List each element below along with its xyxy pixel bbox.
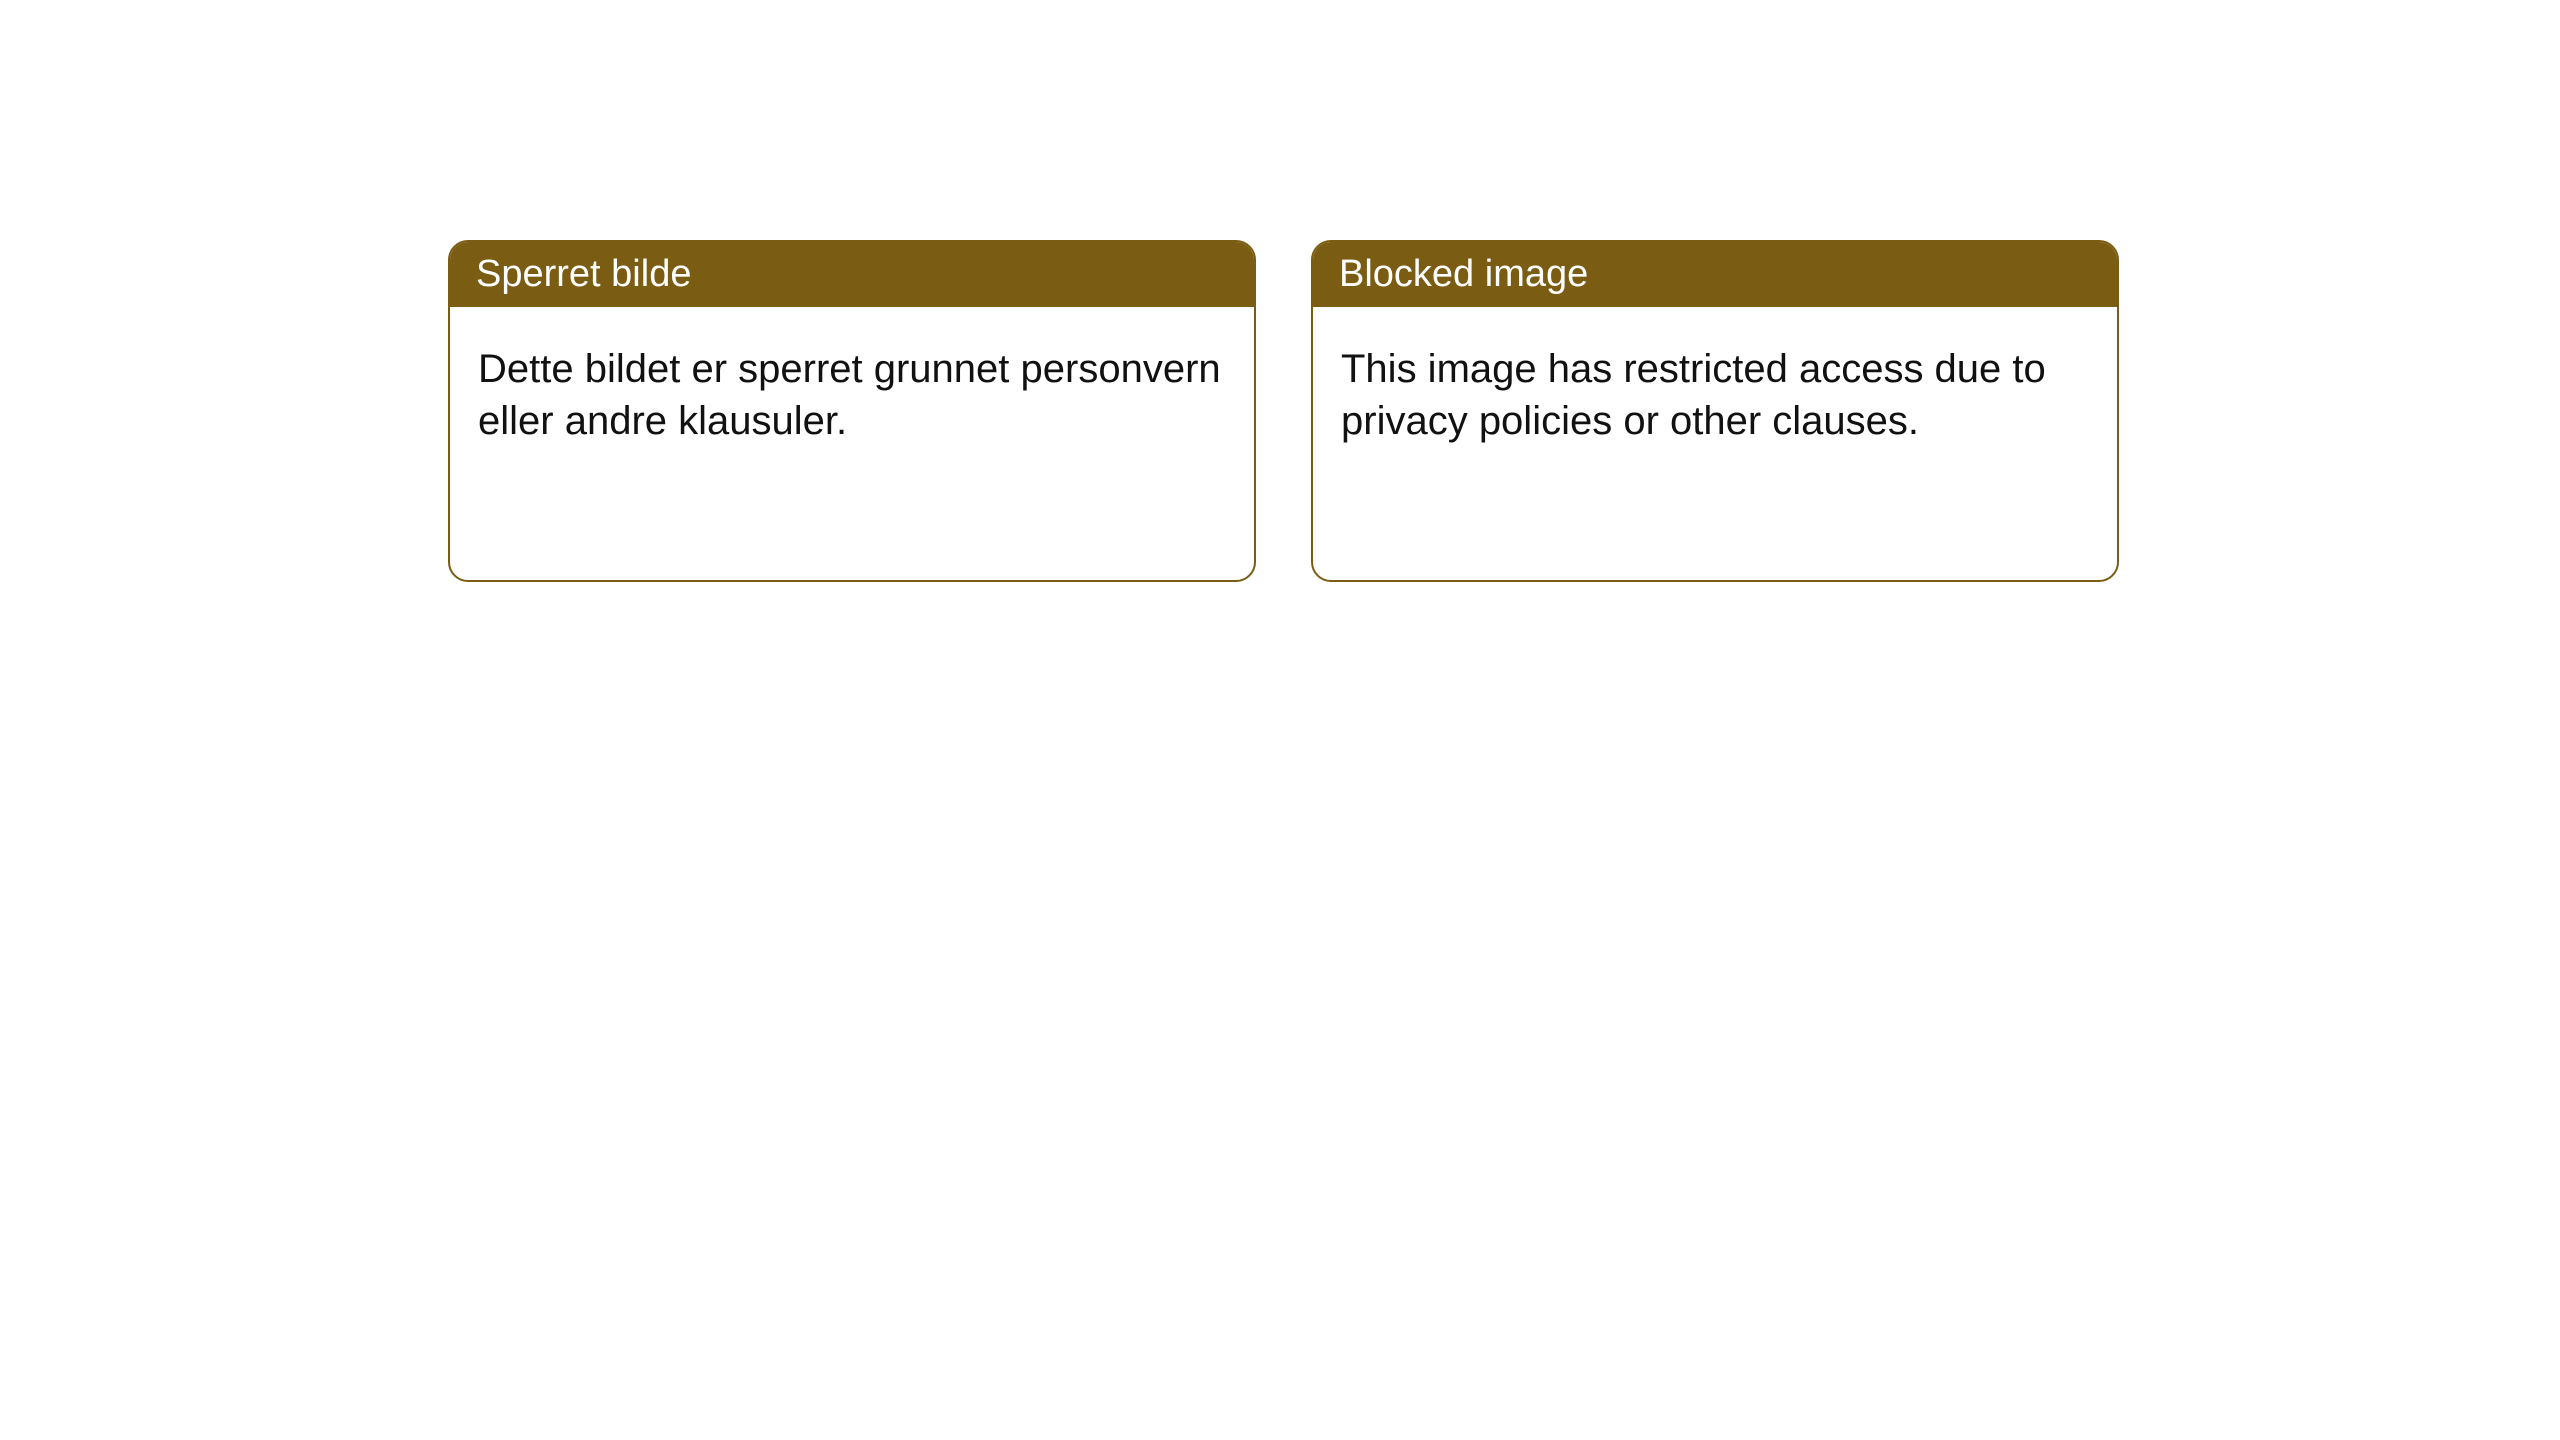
card-body-no: Dette bildet er sperret grunnet personve…	[450, 307, 1254, 483]
blocked-image-cards: Sperret bilde Dette bildet er sperret gr…	[448, 240, 2119, 582]
blocked-image-card-en: Blocked image This image has restricted …	[1311, 240, 2119, 582]
blocked-image-card-no: Sperret bilde Dette bildet er sperret gr…	[448, 240, 1256, 582]
card-title-no: Sperret bilde	[450, 242, 1254, 307]
card-title-en: Blocked image	[1313, 242, 2117, 307]
card-body-en: This image has restricted access due to …	[1313, 307, 2117, 483]
